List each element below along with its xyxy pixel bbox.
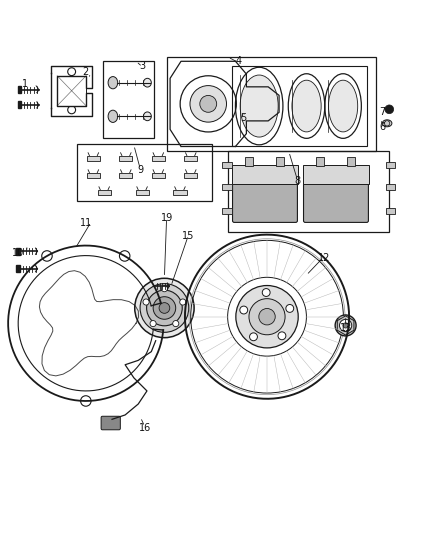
Ellipse shape: [108, 77, 118, 89]
Bar: [386, 162, 396, 168]
Text: 8: 8: [294, 176, 300, 187]
Bar: [303, 165, 369, 184]
Bar: [152, 173, 165, 179]
Ellipse shape: [328, 80, 358, 132]
Circle shape: [343, 323, 348, 328]
Bar: [119, 173, 132, 179]
Ellipse shape: [108, 110, 118, 123]
Circle shape: [278, 332, 286, 340]
Bar: [152, 156, 165, 161]
Circle shape: [335, 315, 356, 336]
Bar: [386, 208, 396, 214]
Circle shape: [161, 286, 167, 292]
Circle shape: [339, 319, 352, 332]
Ellipse shape: [144, 112, 151, 120]
Circle shape: [42, 251, 52, 261]
Circle shape: [259, 309, 275, 325]
Text: 9: 9: [138, 165, 144, 175]
Ellipse shape: [144, 78, 151, 87]
Text: 11: 11: [80, 218, 92, 228]
Text: 2: 2: [83, 67, 89, 77]
FancyBboxPatch shape: [304, 182, 368, 222]
Text: 1: 1: [21, 79, 28, 89]
Ellipse shape: [382, 120, 392, 127]
Text: 13: 13: [339, 322, 352, 333]
Bar: [16, 265, 20, 272]
Bar: [151, 282, 154, 289]
Circle shape: [286, 304, 294, 312]
Bar: [87, 173, 100, 179]
Circle shape: [173, 320, 179, 327]
Bar: [232, 66, 367, 147]
Bar: [184, 173, 198, 179]
Text: 6: 6: [380, 122, 386, 132]
Bar: [276, 157, 284, 166]
Bar: [57, 76, 86, 106]
Circle shape: [135, 278, 194, 338]
Circle shape: [153, 297, 176, 319]
Circle shape: [140, 284, 189, 332]
Circle shape: [81, 395, 91, 406]
Bar: [16, 248, 20, 255]
Circle shape: [143, 299, 149, 305]
Bar: [386, 184, 396, 190]
Bar: [135, 190, 148, 195]
Circle shape: [236, 286, 298, 348]
Text: 3: 3: [140, 61, 146, 71]
Bar: [184, 156, 198, 161]
Circle shape: [385, 105, 394, 114]
Circle shape: [249, 298, 285, 335]
Text: 12: 12: [318, 253, 330, 263]
Bar: [166, 57, 376, 151]
Bar: [87, 156, 100, 161]
Bar: [119, 156, 132, 161]
Circle shape: [120, 251, 130, 261]
Circle shape: [200, 95, 217, 112]
Bar: [347, 157, 355, 166]
Bar: [18, 101, 21, 108]
FancyBboxPatch shape: [101, 416, 120, 430]
Circle shape: [180, 299, 186, 305]
FancyBboxPatch shape: [233, 182, 297, 222]
Text: 15: 15: [182, 231, 194, 241]
Circle shape: [150, 320, 156, 327]
Bar: [77, 144, 212, 201]
Bar: [18, 86, 21, 93]
Text: 5: 5: [240, 113, 246, 123]
Circle shape: [262, 288, 270, 296]
Text: 16: 16: [139, 423, 151, 433]
Bar: [98, 190, 111, 195]
Bar: [223, 208, 232, 214]
Ellipse shape: [292, 80, 321, 132]
Bar: [232, 165, 298, 184]
Bar: [223, 162, 232, 168]
Circle shape: [190, 86, 226, 122]
Bar: [316, 157, 324, 166]
Bar: [228, 151, 389, 231]
Bar: [245, 157, 253, 166]
Circle shape: [159, 303, 170, 313]
Text: 10: 10: [12, 248, 24, 259]
Bar: [103, 61, 153, 138]
Ellipse shape: [240, 75, 278, 137]
Circle shape: [250, 333, 258, 341]
Bar: [173, 190, 187, 195]
Text: 4: 4: [236, 56, 242, 66]
Text: 19: 19: [160, 214, 173, 223]
Circle shape: [240, 306, 247, 314]
Circle shape: [147, 290, 182, 326]
Text: 7: 7: [380, 107, 386, 117]
Bar: [223, 184, 232, 190]
